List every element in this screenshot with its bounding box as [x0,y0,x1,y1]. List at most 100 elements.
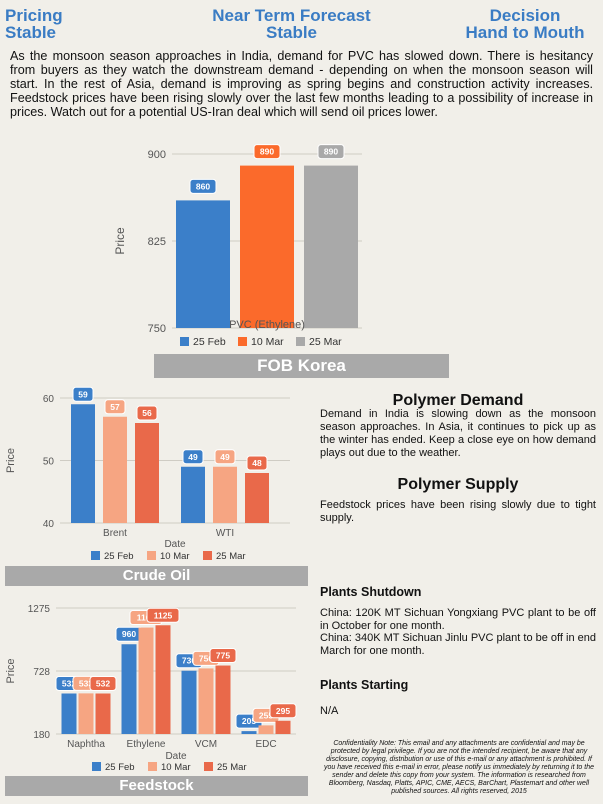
data-label-bg [104,399,126,415]
data-label: 890 [260,147,274,157]
pricing-value: Stable [5,23,57,42]
legend-label-10-mar: 10 Mar [160,551,190,562]
category-label-edc: EDC [255,739,276,750]
legend-swatch-10-mar [147,551,156,560]
data-label-bg [253,144,281,160]
data-label: 56 [142,408,152,418]
category-label-vcm: VCM [195,739,217,750]
data-label: 1125 [154,610,173,620]
data-label: 59 [78,389,88,399]
decision-label: Decision [489,6,561,25]
header-pricing: Pricing Stable [5,7,63,41]
legend-label-10-mar: 10 Mar [161,762,191,773]
y-tick-label: 1275 [28,604,51,615]
x-axis-label: Date [165,751,187,762]
data-label-bg [209,648,237,664]
legend-swatch-25-mar [204,762,213,771]
bar-wti-10-mar [213,466,237,523]
decision-value: Hand to Mouth [465,23,585,42]
feedstock-chart: 180 728 1275 Price 532 533 532 Naphtha 960110511… [5,604,297,773]
category-label-pvc-ethylene: PVC (Ethylene) [229,319,305,331]
bar-wti-25-mar [245,473,269,523]
data-label-bg [146,607,180,623]
data-label: 532 [62,678,76,688]
bar-edc-10-mar [258,725,274,734]
legend-label-25-feb: 25 Feb [105,762,135,773]
pricing-label: Pricing [5,6,63,25]
plants-shutdown-text-1: China: 120K MT Sichuan Yongxiang PVC pla… [320,607,596,632]
data-label: 890 [324,147,338,157]
header-forecast: Near Term Forecast Stable [210,7,373,41]
polymer-supply-text: Feedstock prices have been rising slowly… [320,499,596,524]
legend-label-25-mar: 25 Mar [309,336,342,348]
data-label-bg [214,449,236,465]
bar-brent-25-feb [71,404,95,523]
bar-ethylene-25-feb [121,644,137,734]
category-label-brent: Brent [103,528,127,539]
bar-edc-25-feb [241,731,257,734]
y-tick-label: 40 [43,519,55,530]
plants-shutdown-title: Plants Shutdown [320,585,422,599]
data-label-bg [246,455,268,471]
confidentiality-note: Confidentiality Note: This email and any… [323,740,595,795]
plants-starting-text: N/A [320,705,339,717]
data-label: 295 [276,706,290,716]
bar-naphtha-25-mar [95,693,111,734]
bar-vcm-25-mar [215,665,231,734]
plants-shutdown-text-2: China: 340K MT Sichuan Jinlu PVC plant t… [320,632,596,657]
y-axis-label: Price [113,227,127,255]
bar-naphtha-25-feb [61,693,77,734]
data-label: 750 [199,653,213,663]
feedstock-band: Feedstock [5,776,308,796]
crude-oil-chart: 40 50 60 Price 59 57 56 Brent 49 49 48 WTI Date 25 Fe… [5,386,290,562]
legend-label-25-mar: 25 Mar [217,762,247,773]
header-decision: Decision Hand to Mouth [462,7,588,41]
data-label: 960 [122,629,136,639]
y-tick-label: 750 [148,323,166,335]
category-label-wti: WTI [216,528,234,539]
fob-korea-band: FOB Korea [154,354,449,378]
y-tick-label: 825 [148,236,166,248]
x-axis-label: Date [164,539,186,550]
bar-vcm-10-mar [198,668,214,734]
y-tick-label: 728 [33,667,50,678]
data-label-bg [89,675,117,691]
data-label-bg [189,178,217,194]
data-label: 775 [216,651,230,661]
legend-swatch-10-mar [238,337,247,346]
legend-swatch-25-feb [92,762,101,771]
y-tick-label: 900 [148,149,166,161]
data-label: 1105 [137,613,156,623]
data-label: 49 [220,452,230,462]
legend-swatch-25-feb [91,551,100,560]
y-axis-label: Price [5,448,17,473]
category-label-naphtha: Naphtha [67,739,105,750]
data-label: 48 [252,458,262,468]
intro-paragraph: As the monsoon season approaches in Indi… [10,49,593,119]
category-label-ethylene: Ethylene [127,739,166,750]
data-label-bg [136,405,158,421]
data-label: 255 [259,710,273,720]
y-tick-label: 180 [33,730,50,741]
forecast-label: Near Term Forecast [212,6,371,25]
bar-vcm-25-feb [181,670,197,734]
bar-naphtha-10-mar [78,693,94,734]
legend-swatch-10-mar [148,762,157,771]
data-label: 730 [182,656,196,666]
polymer-demand-text: Demand in India is slowing down as the m… [320,408,596,459]
bar-edc-25-mar [275,720,291,734]
plants-starting-title: Plants Starting [320,678,409,692]
bar-ethylene-10-mar [138,627,154,734]
legend-label-25-feb: 25 Feb [104,551,134,562]
bar-pvc-ethylene-10-mar [240,165,294,328]
data-label-bg [72,386,94,402]
legend-label-10-mar: 10 Mar [251,336,284,348]
bar-wti-25-feb [181,466,205,523]
polymer-supply-title: Polymer Supply [397,476,519,493]
legend-label-25-feb: 25 Feb [193,336,226,348]
bar-pvc-ethylene-25-feb [176,200,230,328]
y-tick-label: 60 [43,394,55,405]
data-label-bg [317,144,345,160]
legend-label-25-mar: 25 Mar [216,551,246,562]
